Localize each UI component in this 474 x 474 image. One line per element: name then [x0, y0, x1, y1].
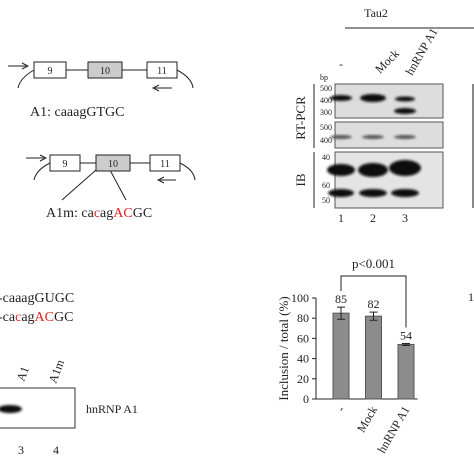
seq: -ca	[0, 310, 16, 325]
value-label: 54	[400, 328, 412, 342]
y-tick-label: 80	[297, 311, 309, 325]
exon-label: 9	[48, 66, 53, 77]
lane-label: Mock	[372, 46, 402, 76]
size-label: 40	[322, 153, 330, 162]
lane-number: 3	[18, 443, 24, 457]
bar	[365, 315, 382, 400]
cropped-label: 1	[468, 290, 474, 304]
seq: ag	[21, 310, 34, 325]
ib-label: IB	[293, 173, 308, 186]
gel-panel: Tau2 - Mock hnRNP A1 bp RT-PCR IB 500 40…	[293, 6, 474, 225]
y-tick-label: 0	[303, 392, 309, 406]
size-label: 60	[322, 181, 330, 190]
blot-lane: A1	[14, 364, 32, 383]
y-tick-label: 20	[297, 372, 309, 386]
probe-wt: -caaagGUGC	[0, 291, 74, 306]
lane-label: hnRNP A1	[402, 26, 440, 78]
blot-label: hnRNP A1	[86, 402, 138, 416]
value-label: 82	[368, 297, 380, 311]
size-label: 500	[320, 84, 332, 93]
minigene-bottom: 9 10 11 A1m: cacagACGC	[26, 154, 196, 221]
blot-panel: A1 A1m hnRNP A1 3 4	[0, 357, 138, 457]
seq: A1m: ca	[46, 206, 95, 221]
seq: ag	[100, 206, 113, 221]
significance-bracket	[340, 275, 407, 328]
error-bar	[337, 306, 345, 320]
exon-label: 11	[160, 159, 170, 170]
exon-label: 10	[100, 66, 110, 77]
probe-mut: -cacagACGC	[0, 310, 73, 325]
seq: GC	[133, 206, 152, 221]
y-tick-label: 60	[297, 331, 309, 345]
sequence-label: A1: caaagGTGC	[30, 105, 124, 120]
gel-title: Tau2	[364, 6, 388, 20]
exon-label: 10	[108, 159, 118, 170]
x-tick-label: -	[333, 404, 347, 414]
seq-mut: AC	[35, 310, 54, 325]
lane-number: 1	[338, 211, 344, 225]
error-bar	[369, 311, 378, 321]
lane-number: 2	[370, 211, 376, 225]
lane-number: 4	[53, 443, 59, 457]
y-tick-label: 40	[297, 352, 309, 366]
seq-mut: c	[15, 310, 21, 325]
seq: GC	[54, 310, 73, 325]
sequence-label: A1m: cacagACGC	[46, 206, 152, 221]
size-label: 50	[322, 196, 330, 205]
seq-mut: c	[94, 206, 100, 221]
seq-mut: AC	[113, 206, 132, 221]
value-label: 85	[335, 292, 347, 306]
lane-number: 3	[402, 211, 408, 225]
size-label: 500	[320, 123, 332, 132]
size-label: 400	[320, 96, 332, 105]
error-bar	[402, 342, 410, 346]
lane-label: -	[339, 57, 343, 71]
size-label: 400	[320, 136, 332, 145]
x-tick-label: hnRNP A1	[375, 404, 413, 456]
annotation: p<0.001	[352, 256, 395, 271]
size-unit: bp	[320, 73, 328, 82]
minigene-top: 9 10 11 A1: caaagGTGC	[8, 61, 194, 120]
bar	[397, 343, 415, 400]
y-axis-label: Inclusion / total (%)	[276, 296, 291, 400]
blot-lane: A1m	[46, 357, 68, 385]
exon-label: 9	[63, 159, 68, 170]
rt-pcr-label: RT-PCR	[293, 96, 308, 140]
bar	[332, 312, 350, 400]
size-label: 300	[320, 108, 332, 117]
exon-label: 11	[157, 66, 167, 77]
y-tick-label: 100	[291, 291, 309, 305]
x-tick-label: Mock	[354, 404, 380, 435]
